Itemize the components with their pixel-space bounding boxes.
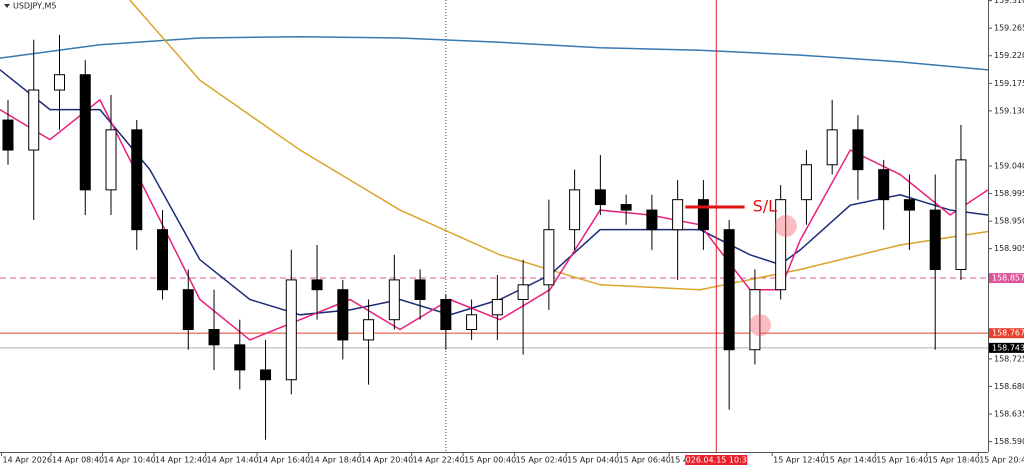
- price-label-box: [989, 328, 1024, 339]
- candle-body: [697, 199, 709, 231]
- candle-body: [775, 199, 787, 291]
- price-label: 158.767: [992, 329, 1024, 338]
- x-tick-label: 14 Apr 08:40: [52, 456, 104, 465]
- y-tick-label: 159.175: [994, 79, 1024, 88]
- x-tick-label: 15 Apr 18:40: [928, 456, 980, 465]
- y-tick-label: 159.220: [994, 51, 1024, 60]
- x-tick-label: 15 Apr 02:40: [516, 456, 568, 465]
- candle-body: [260, 369, 272, 381]
- candle-body: [311, 279, 323, 291]
- candle-body: [131, 129, 143, 231]
- x-tick-label: 15 Apr 12:40: [773, 456, 825, 465]
- x-tick-label: 14 Apr 18:40: [310, 456, 362, 465]
- candle-body: [466, 314, 478, 331]
- candle-body: [105, 129, 117, 191]
- candle-body: [672, 199, 684, 231]
- price-label: 158.743: [992, 343, 1024, 352]
- x-tick-label: 15 Apr 16:40: [876, 456, 928, 465]
- y-tick-label: 158.590: [994, 437, 1024, 446]
- trade-marker: [749, 314, 772, 337]
- candle-body: [28, 89, 40, 151]
- candle-body: [903, 199, 915, 211]
- candle-body: [620, 204, 632, 211]
- x-tick-label: 14 Apr 20:40: [361, 456, 413, 465]
- candle-body: [955, 159, 967, 270]
- y-tick-label: 159.130: [994, 106, 1024, 115]
- x-tick-label: 15 Apr 00:40: [464, 456, 516, 465]
- candle-body: [414, 279, 426, 300]
- candle-body: [749, 289, 761, 351]
- candle-body: [852, 129, 864, 171]
- x-tick-label: 14 Apr 12:40: [155, 456, 207, 465]
- candle-body: [53, 74, 65, 91]
- price-label-box: [989, 342, 1024, 353]
- y-tick-label: 158.635: [994, 410, 1024, 419]
- candle-body: [723, 229, 735, 351]
- candle-body: [208, 329, 220, 346]
- y-tick-label: 158.905: [994, 244, 1024, 253]
- crosshair-label: 2026.04.15 10:30: [681, 456, 752, 465]
- x-tick-label: 15 Apr 06:40: [619, 456, 671, 465]
- moving-average: [0, 98, 989, 341]
- candle-body: [363, 319, 375, 341]
- moving-average: [0, 35, 989, 71]
- x-tick-label: 15 Apr 20:40: [979, 456, 1024, 465]
- candle-body: [182, 289, 194, 331]
- candle-body: [79, 74, 91, 191]
- crosshair-label-box: [685, 455, 748, 465]
- sl-label: S/L: [753, 197, 778, 216]
- y-tick-label: 158.680: [994, 382, 1024, 391]
- x-tick-label: 14 Apr 22:40: [413, 456, 465, 465]
- x-tick-label: 14 Apr 2026: [3, 456, 52, 465]
- price-label: 158.857: [992, 274, 1024, 283]
- y-tick-label: 159.310: [994, 0, 1024, 5]
- candle-body: [826, 129, 838, 166]
- candle-body: [491, 298, 503, 316]
- y-tick-label: 158.725: [994, 354, 1024, 363]
- candle-body: [234, 344, 246, 371]
- y-tick-label: 159.040: [994, 161, 1024, 170]
- candle-body: [440, 298, 452, 331]
- candle-body: [800, 164, 812, 201]
- candle-body: [517, 284, 529, 300]
- candle-body: [929, 209, 941, 270]
- x-tick-label: 15 Apr 14:40: [825, 456, 877, 465]
- candle-body: [878, 169, 890, 201]
- x-tick-label: 15 Apr 04:40: [567, 456, 619, 465]
- y-tick-label: 158.950: [994, 217, 1024, 226]
- chart-title: USDJPY,M5: [13, 2, 57, 11]
- trade-marker: [774, 215, 797, 237]
- candle-body: [388, 279, 400, 321]
- symbol-menu-icon[interactable]: [4, 4, 10, 8]
- x-tick-label: 14 Apr 16:40: [258, 456, 310, 465]
- candle-body: [543, 229, 555, 286]
- price-label-box: [989, 273, 1024, 284]
- candle-body: [646, 209, 658, 231]
- y-tick-label: 159.265: [994, 24, 1024, 33]
- candle-body: [337, 289, 349, 341]
- x-tick-label: 14 Apr 14:40: [207, 456, 259, 465]
- candle-body: [157, 229, 169, 291]
- candle-body: [2, 119, 14, 151]
- candle-body: [285, 279, 297, 381]
- candle-body: [569, 189, 581, 231]
- candle-body: [594, 189, 606, 206]
- y-tick-label: 158.995: [994, 189, 1024, 198]
- x-tick-label: 14 Apr 10:40: [104, 456, 156, 465]
